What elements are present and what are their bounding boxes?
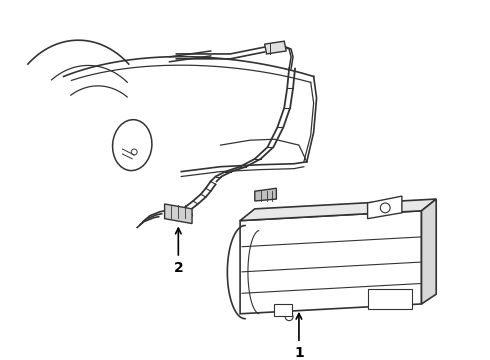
- Text: 1: 1: [294, 346, 304, 360]
- Polygon shape: [265, 41, 286, 54]
- FancyBboxPatch shape: [368, 289, 412, 309]
- Text: 2: 2: [173, 261, 183, 275]
- Polygon shape: [368, 196, 402, 219]
- Polygon shape: [421, 199, 436, 304]
- Polygon shape: [240, 211, 421, 314]
- Ellipse shape: [113, 120, 152, 171]
- FancyBboxPatch shape: [274, 304, 292, 316]
- Polygon shape: [165, 204, 192, 224]
- Polygon shape: [240, 199, 436, 221]
- Polygon shape: [255, 188, 276, 201]
